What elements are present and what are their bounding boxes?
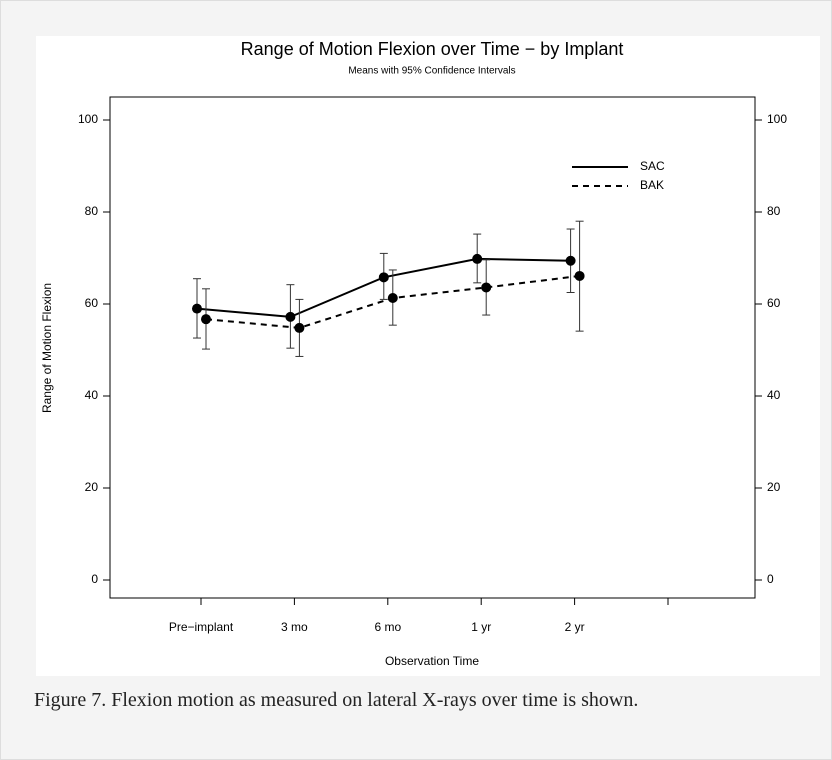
- point: [472, 253, 483, 264]
- x-tick-label: 1 yr: [471, 620, 491, 634]
- point: [285, 311, 296, 322]
- y-tick-label: 80: [85, 204, 99, 218]
- x-tick-label: 6 mo: [374, 620, 401, 634]
- point: [201, 314, 211, 325]
- x-tick-label: 2 yr: [565, 620, 585, 634]
- y-tick-label: 20: [85, 480, 99, 494]
- y-tick-label: 40: [85, 388, 99, 402]
- plot-background: [36, 36, 820, 676]
- y2-tick-label: 20: [767, 480, 781, 494]
- chart: Range of Motion Flexion over Time − by I…: [36, 36, 820, 676]
- y2-tick-label: 60: [767, 296, 781, 310]
- point: [574, 270, 585, 281]
- y2-tick-label: 40: [767, 388, 781, 402]
- y2-tick-label: 100: [767, 112, 787, 126]
- point: [387, 293, 398, 304]
- point: [378, 272, 389, 283]
- y-tick-label: 0: [91, 572, 98, 586]
- legend-label: BAK: [640, 178, 664, 192]
- chart-subtitle: Means with 95% Confidence Intervals: [348, 66, 515, 77]
- y2-tick-label: 0: [767, 572, 774, 586]
- x-tick-label: Pre−implant: [169, 620, 234, 634]
- y-axis-label: Range of Motion Flexion: [40, 283, 54, 413]
- chart-title: Range of Motion Flexion over Time − by I…: [241, 39, 624, 59]
- point: [565, 255, 576, 266]
- point: [294, 322, 305, 333]
- y2-tick-label: 80: [767, 204, 781, 218]
- x-axis-label: Observation Time: [385, 654, 479, 668]
- legend-label: SAC: [640, 159, 665, 173]
- x-tick-label: 3 mo: [281, 620, 308, 634]
- point: [481, 282, 492, 293]
- y-tick-label: 60: [85, 296, 99, 310]
- y-tick-label: 100: [78, 112, 98, 126]
- caption: Figure 7. Flexion motion as measured on …: [34, 689, 639, 711]
- point: [192, 303, 202, 314]
